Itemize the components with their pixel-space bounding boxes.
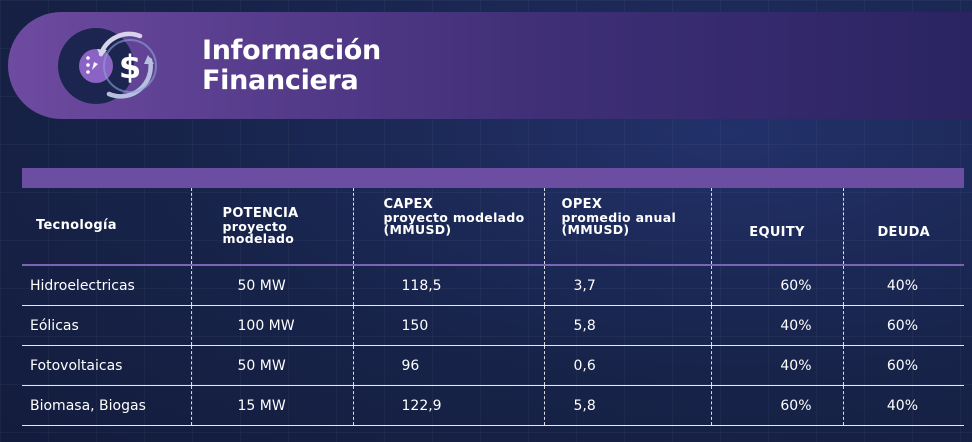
cell-capex: 150 [352, 305, 544, 346]
column-header-deuda: DEUDA [842, 188, 964, 266]
cell-opex: 5,8 [543, 305, 711, 346]
cell-tecnologia: Eólicas [22, 305, 191, 346]
cell-potencia: 15 MW [190, 385, 353, 426]
cell-opex: 0,6 [543, 345, 711, 386]
svg-text:$: $ [119, 48, 141, 86]
cell-capex: 122,9 [352, 385, 544, 426]
table-row: Biomasa, Biogas 15 MW 122,9 5,8 60% 40% [22, 385, 964, 426]
column-header-potencia: POTENCIA proyecto modelado [190, 188, 353, 266]
cell-opex: 5,8 [543, 385, 711, 426]
cell-capex: 118,5 [352, 265, 544, 306]
table-header-row: Tecnología POTENCIA proyecto modelado CA… [22, 188, 964, 266]
table-header-bar [22, 168, 964, 188]
cell-deuda: 40% [842, 385, 964, 426]
dollar-cycle-icon: $ [54, 24, 174, 108]
table-row: Hidroelectricas 50 MW 118,5 3,7 60% 40% [22, 265, 964, 306]
cell-tecnologia: Hidroelectricas [22, 265, 191, 306]
cell-deuda: 40% [842, 265, 964, 306]
cell-equity: 40% [710, 305, 843, 346]
cell-capex: 96 [352, 345, 544, 386]
page-title: Información Financiera [202, 36, 381, 96]
column-header-opex: OPEX promedio anual (MMUSD) [543, 188, 711, 266]
header-banner [8, 12, 972, 119]
table-row: Fotovoltaicas 50 MW 96 0,6 40% 60% [22, 345, 964, 386]
cell-equity: 40% [710, 345, 843, 386]
financial-table: Tecnología POTENCIA proyecto modelado CA… [22, 188, 964, 426]
cell-equity: 60% [710, 385, 843, 426]
cell-potencia: 50 MW [190, 265, 353, 306]
page-title-line1: Información [202, 35, 381, 66]
page-title-line2: Financiera [202, 65, 359, 96]
column-header-capex: CAPEX proyecto modelado (MMUSD) [352, 188, 544, 266]
cell-opex: 3,7 [543, 265, 711, 306]
column-header-equity: EQUITY [710, 188, 843, 266]
table-row: Eólicas 100 MW 150 5,8 40% 60% [22, 305, 964, 346]
cell-deuda: 60% [842, 305, 964, 346]
cell-deuda: 60% [842, 345, 964, 386]
cell-tecnologia: Biomasa, Biogas [22, 385, 191, 426]
cell-potencia: 100 MW [190, 305, 353, 346]
cell-potencia: 50 MW [190, 345, 353, 386]
cell-tecnologia: Fotovoltaicas [22, 345, 191, 386]
cell-equity: 60% [710, 265, 843, 306]
column-header-tecnologia: Tecnología [22, 188, 191, 266]
